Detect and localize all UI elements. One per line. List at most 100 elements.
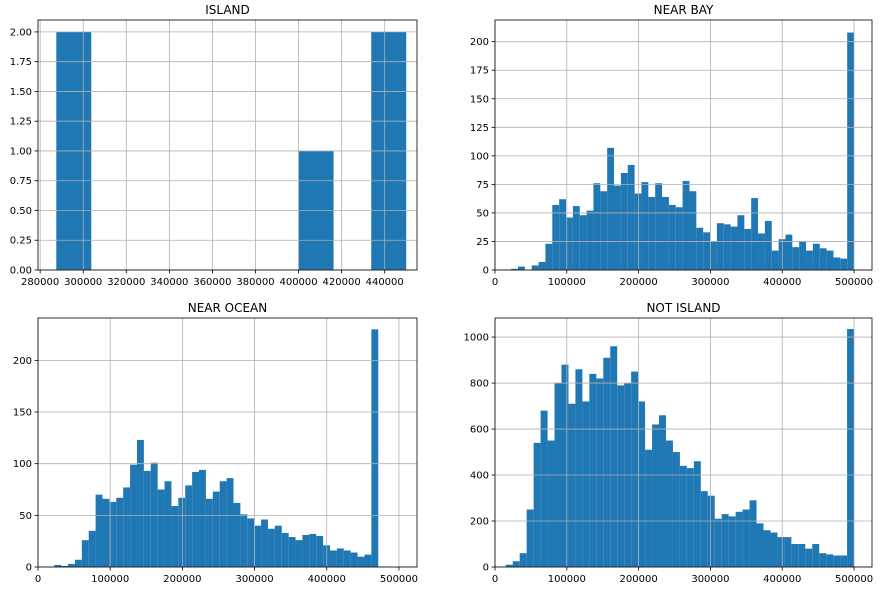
near-bay-ytick-label-3: 75: [476, 180, 489, 191]
not-island-bar-46: [826, 554, 834, 567]
not-island-xtick-label-1: 100000: [548, 574, 586, 585]
near-bay-bar-44: [812, 243, 820, 270]
near-ocean-bar-20: [192, 471, 200, 567]
near-ocean-axes-frame: [37, 317, 418, 568]
not-island-ytick-label-0: 0: [483, 563, 489, 574]
near-ocean-bar-44: [357, 556, 365, 567]
island-ytick-label-3: 0.75: [10, 176, 32, 187]
not-island-bar-26: [686, 468, 694, 567]
not-island-bar-4: [533, 442, 541, 567]
island-xtick-label-6: 400000: [279, 277, 317, 288]
not-island-bar-25: [679, 465, 687, 567]
not-island-bar-47: [833, 555, 841, 567]
near-ocean-bar-19: [185, 485, 193, 567]
near-bay-bar-15: [614, 185, 621, 270]
island-ytick-label-2: 0.50: [10, 206, 32, 217]
not-island-ytick-label-3: 600: [470, 425, 489, 436]
near-ocean-bar-42: [343, 550, 351, 567]
near-ocean-bar-9: [116, 497, 124, 567]
near-bay-bar-9: [572, 206, 580, 270]
near-bay-ytick-label-6: 150: [470, 94, 489, 105]
near-bay-bar-43: [806, 250, 813, 270]
near-ocean-bar-16: [164, 481, 172, 567]
near-ocean-bar-33: [281, 532, 289, 567]
near-bay-bar-7: [559, 199, 567, 270]
not-island-bar-32: [728, 516, 736, 567]
near-bay-bar-27: [696, 227, 704, 270]
not-island-bar-31: [721, 514, 729, 567]
not-island-ytick-label-2: 400: [470, 471, 489, 482]
near-bay-bar-26: [689, 191, 697, 270]
not-island-bar-15: [610, 346, 618, 567]
near-bay-bar-3: [531, 265, 539, 270]
island-title: ISLAND: [205, 3, 250, 17]
not-island-bar-24: [672, 452, 680, 567]
near-ocean-bar-10: [123, 487, 131, 567]
not-island-bar-8: [561, 364, 569, 567]
near-ocean-xtick-label-4: 400000: [308, 574, 346, 585]
near-bay-bar-16: [620, 172, 628, 270]
island-xtick-label-0: 280000: [21, 277, 59, 288]
near-ocean-bar-43: [350, 552, 358, 567]
near-bay-bar-20: [648, 196, 656, 270]
not-island-bar-45: [819, 553, 827, 567]
near-ocean-bar-15: [157, 489, 165, 567]
near-ocean-bar-0: [54, 564, 62, 567]
not-island-bar-48: [840, 555, 848, 567]
not-island-bar-16: [617, 385, 625, 567]
near-ocean-bar-12: [136, 439, 144, 567]
island-ytick-label-1: 0.25: [10, 236, 32, 247]
near-ocean-bar-6: [95, 494, 103, 567]
near-ocean-xtick-label-1: 100000: [91, 574, 129, 585]
near-bay-ytick-label-8: 200: [470, 37, 489, 48]
near-ocean-bar-14: [150, 462, 158, 567]
near-ocean-ytick-label-2: 100: [13, 459, 32, 470]
not-island-bar-34: [742, 509, 750, 567]
near-bay-bar-35: [751, 198, 759, 270]
not-island-ytick-label-4: 800: [470, 379, 489, 390]
near-bay-bar-33: [737, 215, 745, 270]
near-ocean-ytick-label-4: 200: [13, 356, 32, 367]
island-xtick-label-5: 380000: [236, 277, 274, 288]
near-ocean-bar-22: [205, 498, 213, 567]
not-island-xtick-label-0: 0: [492, 574, 498, 585]
near-ocean-bar-46: [371, 329, 379, 567]
not-island-bar-33: [735, 511, 743, 567]
not-island-ytick-label-5: 1000: [464, 333, 489, 344]
not-island-bar-40: [784, 537, 792, 567]
not-island-bar-3: [526, 509, 534, 567]
not-island-bar-29: [707, 495, 715, 567]
near-ocean-xtick-label-2: 200000: [163, 574, 201, 585]
near-bay-bar-38: [771, 250, 779, 270]
island-ytick-label-6: 1.50: [10, 87, 32, 98]
near-bay-bar-48: [840, 258, 848, 270]
not-island-xtick-label-5: 500000: [835, 574, 873, 585]
near-bay-bar-37: [764, 220, 772, 270]
not-island-bar-27: [693, 461, 701, 567]
not-island-bar-35: [749, 500, 757, 567]
near-bay-bar-42: [799, 241, 807, 270]
near-bay-xtick-label-2: 200000: [620, 277, 658, 288]
not-island-bar-6: [547, 440, 555, 567]
near-bay-bar-0: [511, 268, 519, 270]
near-bay-bar-5: [545, 243, 553, 270]
near-ocean-bar-11: [130, 464, 137, 567]
not-island-bar-0: [505, 564, 513, 567]
near-ocean-bar-5: [88, 530, 96, 567]
near-bay-ytick-label-1: 25: [476, 237, 489, 248]
near-bay-axes-frame: [494, 19, 873, 271]
near-ocean-bar-8: [109, 501, 117, 567]
near-ocean-bar-2: [68, 563, 75, 567]
subplot-not-island: 0 100000 200000 300000 400000 500000 0 200 400 60…: [464, 301, 874, 585]
near-ocean-bar-35: [295, 540, 303, 567]
not-island-bar-49: [847, 329, 855, 567]
near-ocean-bar-36: [302, 534, 310, 567]
near-bay-bar-11: [586, 210, 594, 270]
near-bay-bar-12: [593, 183, 601, 270]
near-bay-bar-6: [552, 204, 560, 270]
not-island-bar-44: [812, 544, 820, 567]
near-bay-ytick-label-2: 50: [476, 208, 489, 219]
near-bay-xtick-label-5: 500000: [835, 277, 873, 288]
not-island-bar-12: [589, 373, 597, 567]
not-island-bar-18: [631, 371, 639, 567]
